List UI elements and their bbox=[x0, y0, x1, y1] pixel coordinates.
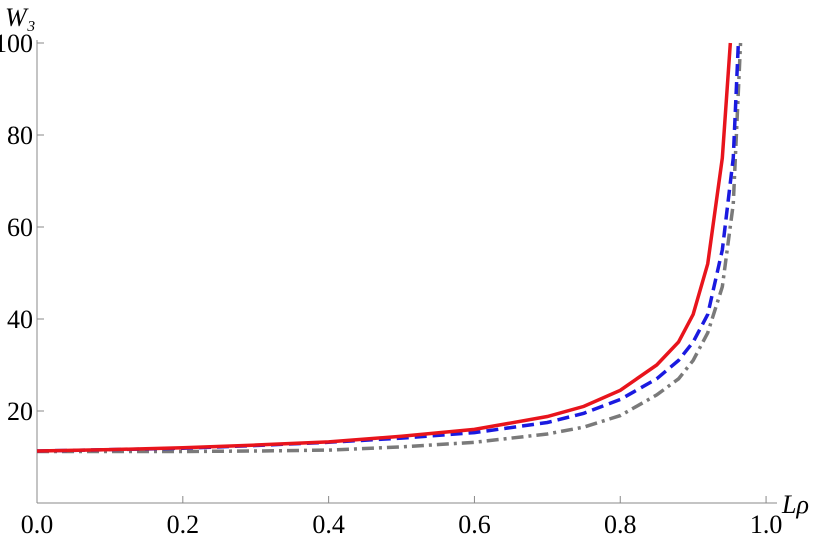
x-tick-label: 0.6 bbox=[458, 510, 491, 539]
y-tick-label: 100 bbox=[0, 29, 33, 58]
x-tick-label: 0.2 bbox=[167, 510, 200, 539]
y-axis-label: W₃ bbox=[5, 3, 36, 32]
y-tick-label: 20 bbox=[7, 397, 33, 426]
x-tick-label: 1.0 bbox=[750, 510, 783, 539]
series-line bbox=[36, 42, 741, 453]
x-tick-label: 0.4 bbox=[312, 510, 345, 539]
x-tick-label: 0.0 bbox=[21, 510, 54, 539]
x-axis-label: Lρ bbox=[781, 490, 809, 519]
y-tick-label: 40 bbox=[7, 305, 33, 334]
y-tick-label: 80 bbox=[7, 121, 33, 150]
y-tick-label: 60 bbox=[7, 213, 33, 242]
series-line bbox=[37, 42, 743, 454]
series-line bbox=[36, 42, 733, 453]
x-tick-label: 0.8 bbox=[604, 510, 637, 539]
